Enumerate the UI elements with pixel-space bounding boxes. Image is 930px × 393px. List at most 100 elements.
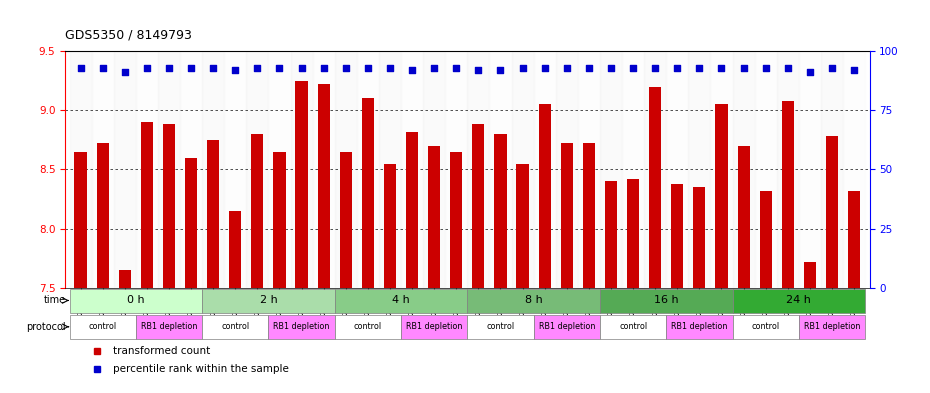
- Text: percentile rank within the sample: percentile rank within the sample: [113, 364, 289, 374]
- Bar: [600, 289, 733, 313]
- Bar: [534, 51, 556, 288]
- Point: [714, 64, 729, 71]
- Bar: [269, 315, 335, 340]
- Bar: [666, 315, 733, 340]
- Bar: [229, 211, 242, 288]
- Bar: [113, 51, 136, 288]
- Bar: [622, 51, 644, 288]
- Bar: [251, 134, 263, 288]
- Bar: [74, 152, 86, 288]
- Bar: [644, 51, 666, 288]
- Point: [294, 64, 309, 71]
- Text: RB1 depletion: RB1 depletion: [538, 322, 595, 331]
- Bar: [423, 51, 445, 288]
- Text: 24 h: 24 h: [787, 296, 811, 305]
- Bar: [318, 84, 330, 288]
- Bar: [273, 152, 286, 288]
- Text: control: control: [353, 322, 382, 331]
- Text: control: control: [88, 322, 117, 331]
- Bar: [512, 51, 534, 288]
- Bar: [362, 98, 374, 288]
- Text: RB1 depletion: RB1 depletion: [273, 322, 330, 331]
- Bar: [733, 315, 799, 340]
- Point: [604, 64, 618, 71]
- Bar: [604, 181, 617, 288]
- Bar: [688, 51, 711, 288]
- Bar: [600, 51, 622, 288]
- Text: RB1 depletion: RB1 depletion: [804, 322, 860, 331]
- Bar: [495, 134, 507, 288]
- Bar: [445, 51, 467, 288]
- Bar: [70, 51, 92, 288]
- Point: [538, 64, 552, 71]
- Bar: [538, 105, 551, 288]
- Bar: [406, 132, 419, 288]
- Bar: [384, 163, 396, 288]
- Bar: [627, 179, 639, 288]
- Bar: [711, 51, 733, 288]
- Point: [581, 64, 596, 71]
- Point: [449, 64, 464, 71]
- Bar: [290, 51, 312, 288]
- Point: [692, 64, 707, 71]
- Bar: [269, 51, 290, 288]
- Point: [493, 67, 508, 73]
- Text: time: time: [44, 296, 65, 305]
- Bar: [578, 51, 600, 288]
- Bar: [401, 51, 423, 288]
- Bar: [335, 51, 357, 288]
- Point: [316, 64, 331, 71]
- Bar: [649, 86, 661, 288]
- Point: [183, 64, 198, 71]
- Point: [559, 64, 574, 71]
- Bar: [180, 51, 202, 288]
- Point: [803, 69, 817, 75]
- Bar: [472, 125, 485, 288]
- Text: control: control: [221, 322, 249, 331]
- Bar: [671, 184, 684, 288]
- Bar: [733, 289, 865, 313]
- Point: [737, 64, 751, 71]
- Bar: [489, 51, 512, 288]
- Bar: [401, 315, 467, 340]
- Text: 8 h: 8 h: [525, 296, 542, 305]
- Bar: [97, 143, 109, 288]
- Text: 4 h: 4 h: [392, 296, 410, 305]
- Bar: [136, 315, 202, 340]
- Bar: [804, 262, 816, 288]
- Text: RB1 depletion: RB1 depletion: [140, 322, 197, 331]
- Point: [228, 67, 243, 73]
- Point: [140, 64, 154, 71]
- Point: [670, 64, 684, 71]
- Text: 0 h: 0 h: [127, 296, 145, 305]
- Bar: [450, 152, 462, 288]
- Bar: [467, 51, 489, 288]
- Point: [95, 64, 110, 71]
- Bar: [600, 315, 666, 340]
- Point: [73, 64, 88, 71]
- Point: [758, 64, 773, 71]
- Point: [339, 64, 353, 71]
- Bar: [140, 122, 153, 288]
- Bar: [534, 315, 600, 340]
- Bar: [666, 51, 688, 288]
- Point: [647, 64, 662, 71]
- Point: [427, 64, 442, 71]
- Bar: [70, 315, 136, 340]
- Bar: [202, 315, 269, 340]
- Bar: [583, 143, 595, 288]
- Text: control: control: [751, 322, 779, 331]
- Bar: [202, 289, 335, 313]
- Bar: [799, 51, 821, 288]
- Bar: [715, 105, 727, 288]
- Bar: [516, 163, 528, 288]
- Bar: [556, 51, 578, 288]
- Bar: [693, 187, 706, 288]
- Point: [250, 64, 265, 71]
- Bar: [821, 51, 843, 288]
- Text: RB1 depletion: RB1 depletion: [406, 322, 462, 331]
- Bar: [119, 270, 131, 288]
- Bar: [246, 51, 269, 288]
- Point: [846, 67, 861, 73]
- Bar: [467, 289, 600, 313]
